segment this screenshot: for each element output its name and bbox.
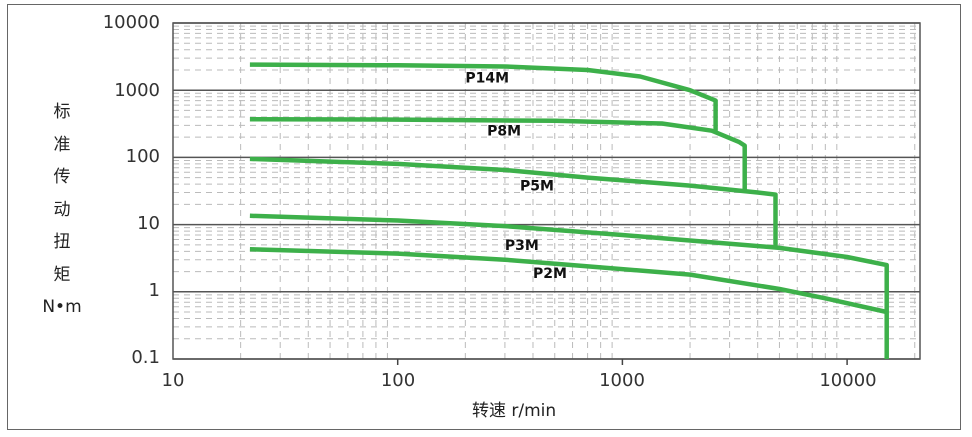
y-tick-0-1: 0.1	[131, 347, 160, 368]
series-line-p8m	[249, 116, 747, 193]
y-axis-label-char: 准	[53, 134, 71, 155]
y-axis-label-char: 动	[53, 199, 71, 220]
y-tick-10: 10	[137, 213, 160, 234]
x-tick-1000: 1000	[599, 370, 645, 391]
x-tick-10000: 10000	[819, 370, 877, 391]
y-axis-label-char: 矩	[53, 264, 71, 285]
plot-border	[172, 22, 921, 360]
y-tick-10000: 10000	[102, 12, 160, 33]
y-axis-label: 标 准 传 动 扭 矩 N•m	[40, 96, 84, 324]
y-axis-label-char: 标	[53, 102, 71, 122]
series-label-p2m: P2M	[533, 266, 567, 282]
series-label-p8m: P8M	[487, 124, 521, 140]
series-line-p3m	[249, 213, 889, 359]
series-label-p5m: P5M	[520, 179, 554, 195]
y-axis-label-char: 扭	[53, 232, 71, 252]
series-label-p3m: P3M	[505, 238, 539, 254]
chart-frame	[7, 4, 961, 430]
x-tick-100: 100	[380, 370, 416, 391]
y-axis-label-char: 传	[53, 167, 71, 187]
y-tick-100: 100	[125, 146, 160, 167]
x-axis-label: 转速 r/min	[472, 401, 557, 421]
y-tick-1: 1	[148, 280, 160, 301]
series-line-p14m	[249, 62, 718, 131]
series-label-p14m: P14M	[465, 71, 509, 87]
x-tick-10: 10	[161, 370, 185, 391]
y-axis-label-unit: N•m	[42, 297, 82, 317]
y-tick-1000: 1000	[114, 80, 160, 101]
series-line-p5m	[249, 156, 778, 248]
series-line-p2m	[249, 246, 888, 315]
